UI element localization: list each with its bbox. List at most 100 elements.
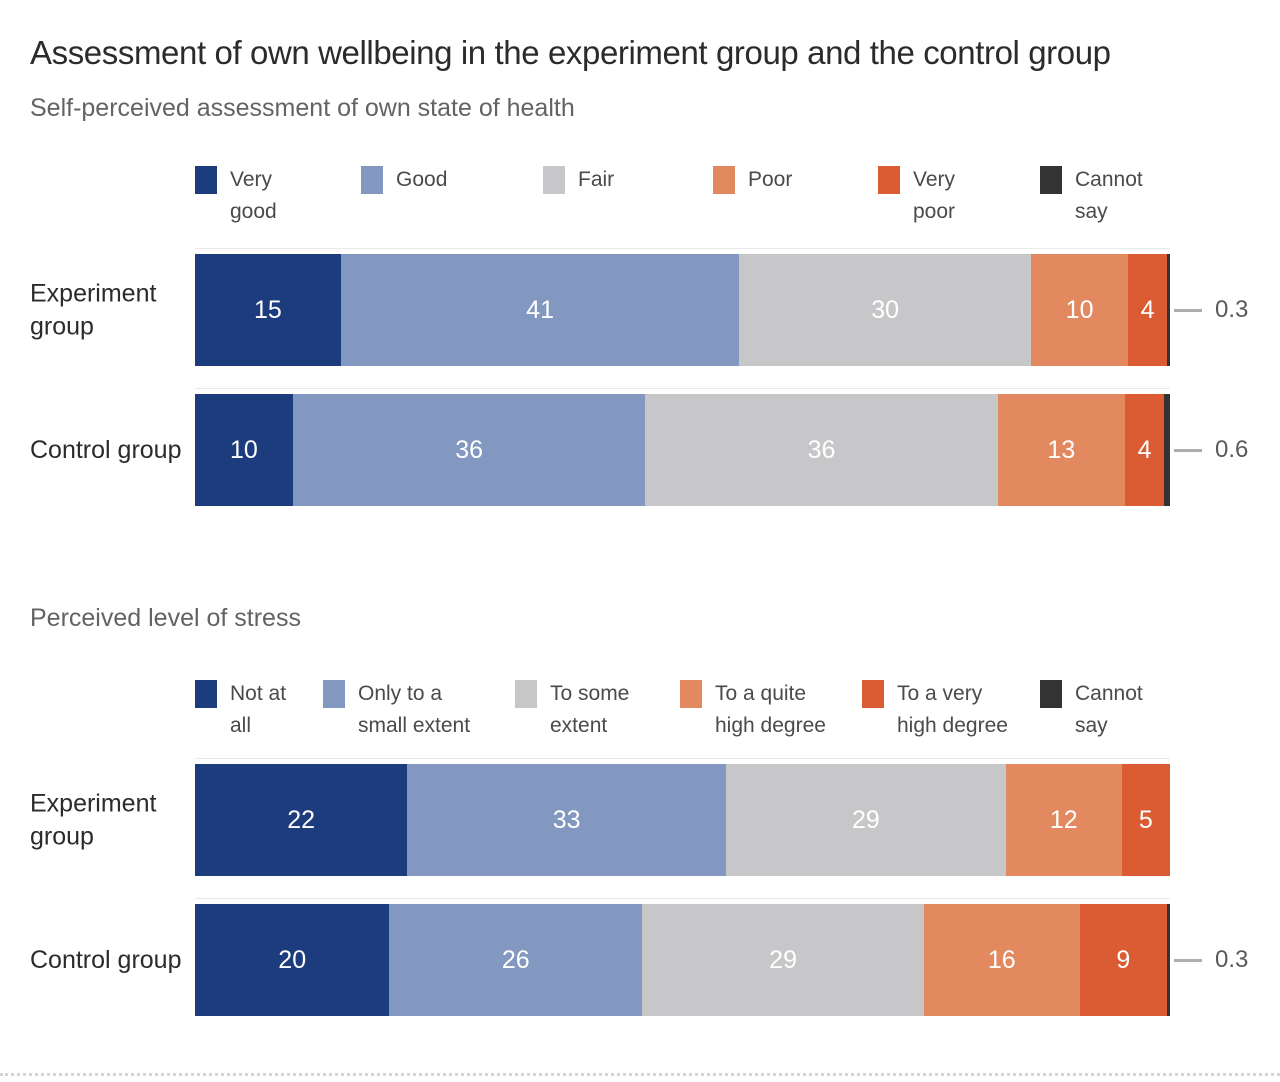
- row-label: Control group: [30, 945, 182, 974]
- callout-line: [1174, 958, 1202, 962]
- stacked-bar: 10 36 36 13 4: [195, 388, 1170, 506]
- legend-item-to-some-extent: To some extent: [515, 678, 629, 741]
- legend-label: Fair: [578, 168, 615, 191]
- legend-label: To some extent: [550, 682, 630, 737]
- legend-swatch: [195, 680, 217, 708]
- legend-item-not-at-all: Not at all: [195, 678, 286, 741]
- legend-swatch: [361, 166, 383, 194]
- rows: 0.3 Experiment group 15 41 30 10 4 0.6 Control g…: [0, 94, 1280, 539]
- bottom-dotted-divider: [0, 1073, 1280, 1076]
- segment-value: 13: [1047, 435, 1076, 464]
- segment-value: 5: [1138, 805, 1153, 834]
- legend-label: Very good: [230, 168, 277, 223]
- legend: Not at all Only to a small extent To some …: [195, 678, 1275, 768]
- segment-not-at-all: 22: [195, 764, 408, 876]
- segment-value: 41: [526, 295, 554, 324]
- segment-to-a-quite-high-degree: 16: [924, 904, 1080, 1016]
- legend-swatch: [1040, 166, 1062, 194]
- segment-good: 41: [340, 254, 740, 366]
- legend-item-cannot-say: Cannot say: [1040, 678, 1143, 741]
- page-title: Assessment of own wellbeing in the exper…: [30, 34, 1111, 72]
- segment-value: 12: [1049, 805, 1078, 834]
- callout-value: 0.3: [1215, 946, 1249, 973]
- legend-item-cannot-say: Cannot say: [1040, 164, 1143, 227]
- legend-item-only-to-a-small-extent: Only to a small extent: [323, 678, 470, 741]
- segment-to-a-very-high-degree: 9: [1079, 904, 1168, 1016]
- segment-value: 20: [278, 945, 307, 974]
- segment-value: 9: [1116, 945, 1131, 974]
- chart-health: Self-perceived assessment of own state o…: [0, 94, 1280, 539]
- legend: Very good Good Fair Poor Very poor Cannot say: [195, 164, 1275, 254]
- segment-value: 4: [1137, 435, 1152, 464]
- legend-swatch: [862, 680, 884, 708]
- callout-line: [1174, 308, 1202, 312]
- chart-stress: Perceived level of stress Not at all Only…: [0, 604, 1280, 1049]
- callout: 0.3: [1174, 946, 1248, 974]
- segment-not-at-all: 20: [195, 904, 390, 1016]
- segment-poor: 13: [997, 394, 1125, 506]
- legend-swatch: [680, 680, 702, 708]
- segment-value: 16: [987, 945, 1016, 974]
- legend-swatch: [323, 680, 345, 708]
- stacked-bar: 22 33 29 12 5: [195, 758, 1170, 876]
- stacked-bar: 15 41 30 10 4: [195, 248, 1170, 366]
- segment-only-to-a-small-extent: 26: [389, 904, 643, 1016]
- callout-value: 0.6: [1215, 436, 1249, 463]
- legend-label: Cannot say: [1075, 682, 1143, 737]
- legend-label: Not at all: [230, 682, 287, 737]
- legend-swatch: [543, 166, 565, 194]
- legend-label: Only to a small extent: [358, 682, 471, 737]
- legend-label: Good: [396, 168, 448, 191]
- legend-swatch: [195, 166, 217, 194]
- legend-item-to-a-quite-high-degree: To a quite high degree: [680, 678, 826, 741]
- legend-swatch: [515, 680, 537, 708]
- segment-fair: 36: [645, 394, 998, 506]
- segment-very-good: 15: [195, 254, 341, 366]
- stacked-bar: 20 26 29 16 9: [195, 898, 1170, 1016]
- legend-item-to-a-very-high-degree: To a very high degree: [862, 678, 1008, 741]
- segment-value: 22: [287, 805, 316, 834]
- legend-label: To a very high degree: [897, 682, 1008, 737]
- segment-cannot-say: [1164, 394, 1170, 506]
- segment-value: 36: [807, 435, 836, 464]
- segment-good: 36: [292, 394, 646, 506]
- legend-label: Cannot say: [1075, 168, 1143, 223]
- callout: 0.3: [1174, 296, 1248, 324]
- legend-item-very-good: Very good: [195, 164, 277, 227]
- segment-cannot-say: [1167, 254, 1170, 366]
- legend-item-very-poor: Very poor: [878, 164, 955, 227]
- legend-swatch: [878, 166, 900, 194]
- segment-only-to-a-small-extent: 33: [407, 764, 726, 876]
- segment-poor: 10: [1030, 254, 1129, 366]
- segment-to-some-extent: 29: [725, 764, 1006, 876]
- legend-swatch: [713, 166, 735, 194]
- callout: 0.6: [1174, 436, 1248, 464]
- segment-to-a-very-high-degree: 5: [1121, 764, 1170, 876]
- segment-value: 10: [1065, 295, 1094, 324]
- segment-value: 29: [852, 805, 880, 834]
- segment-very-poor: 4: [1124, 394, 1165, 506]
- legend-item-poor: Poor: [713, 164, 792, 196]
- segment-value: 33: [552, 805, 581, 834]
- row-label: Experiment group: [30, 789, 157, 851]
- bar-row: 0.6 Control group 10 36 36 13 4: [0, 388, 1280, 506]
- segment-value: 26: [501, 945, 530, 974]
- segment-fair: 30: [739, 254, 1031, 366]
- segment-value: 29: [769, 945, 797, 974]
- legend-label: Very poor: [913, 168, 956, 223]
- segment-value: 30: [871, 295, 900, 324]
- legend-swatch: [1040, 680, 1062, 708]
- segment-very-poor: 4: [1128, 254, 1168, 366]
- bar-row: 0.3 Experiment group 15 41 30 10 4: [0, 248, 1280, 366]
- segment-to-a-quite-high-degree: 12: [1005, 764, 1122, 876]
- legend-item-fair: Fair: [543, 164, 614, 196]
- segment-cannot-say: [1167, 904, 1170, 1016]
- segment-value: 15: [254, 295, 282, 324]
- segment-very-good: 10: [195, 394, 293, 506]
- segment-value: 4: [1140, 295, 1155, 324]
- segment-value: 10: [230, 435, 258, 464]
- bar-row: 0.3 Control group 20 26 29 16 9: [0, 898, 1280, 1016]
- callout-line: [1174, 448, 1202, 452]
- rows: Experiment group 22 33 29 12 5 0.3 Control grou…: [0, 604, 1280, 1049]
